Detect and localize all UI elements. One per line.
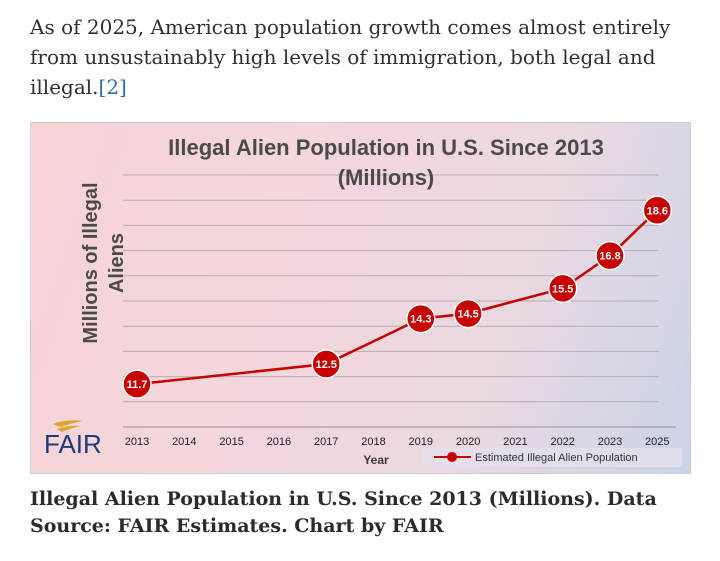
x-tick-label: 2013 — [125, 436, 149, 448]
chart-title-line2: (Millions) — [338, 165, 435, 190]
data-point — [547, 273, 578, 304]
chart-svg: Illegal Alien Population in U.S. Since 2… — [44, 135, 682, 467]
data-label: 18.6 — [647, 205, 668, 217]
series-group: 11.7 12.5 14.3 14.5 15.5 16.8 18.6 — [122, 195, 673, 399]
x-tick-label: 2015 — [219, 436, 243, 448]
logo-text: FAIR — [44, 429, 102, 459]
legend: Estimated Illegal Alien Population — [422, 448, 682, 467]
data-point — [642, 195, 673, 226]
x-tick-label: 2022 — [550, 436, 574, 448]
data-point — [122, 369, 152, 399]
x-tick-label: 2020 — [456, 436, 480, 448]
y-axis-label-line2: Aliens — [106, 233, 128, 293]
x-tick-label: 2025 — [645, 436, 669, 448]
x-tick-label: 2019 — [409, 436, 433, 448]
x-tick-labels: 2013 2014 2015 2016 2017 2018 2019 2020 2021 2022… — [125, 436, 670, 448]
grid-lines — [123, 174, 659, 403]
x-tick-label: 2021 — [503, 436, 527, 448]
data-point — [406, 303, 436, 334]
fair-logo: FAIR — [44, 420, 102, 459]
legend-label: Estimated Illegal Alien Population — [475, 452, 638, 464]
figure-caption: Illegal Alien Population in U.S. Since 2… — [30, 488, 657, 537]
data-label: 16.8 — [599, 251, 620, 263]
x-tick-label: 2016 — [267, 436, 291, 448]
x-tick-label: 2023 — [598, 436, 622, 448]
series-line — [136, 209, 659, 386]
data-label: 14.3 — [410, 314, 431, 326]
data-label: 12.5 — [315, 359, 336, 371]
x-tick-label: 2017 — [314, 436, 338, 448]
eagle-wing-icon — [53, 420, 83, 432]
chart-figure: Illegal Alien Population in U.S. Since 2… — [30, 122, 691, 474]
y-axis-label-line1: Millions of Illegal — [80, 182, 102, 343]
data-label: 14.5 — [457, 309, 478, 321]
intro-paragraph: As of 2025, American population growth c… — [30, 12, 700, 102]
data-label: 15.5 — [552, 283, 573, 295]
chart-title-line1: Illegal Alien Population in U.S. Since 2… — [168, 135, 604, 160]
x-tick-label: 2014 — [172, 436, 196, 448]
x-axis-label: Year — [363, 453, 389, 467]
data-point — [595, 240, 625, 271]
intro-text: As of 2025, American population growth c… — [30, 15, 671, 99]
data-label: 11.7 — [127, 379, 148, 391]
data-point — [311, 349, 341, 379]
data-point — [453, 298, 483, 329]
citation-link[interactable]: [2] — [98, 75, 127, 99]
legend-marker-swatch — [447, 452, 457, 462]
x-tick-label: 2018 — [361, 436, 385, 448]
legend-box — [422, 448, 682, 467]
